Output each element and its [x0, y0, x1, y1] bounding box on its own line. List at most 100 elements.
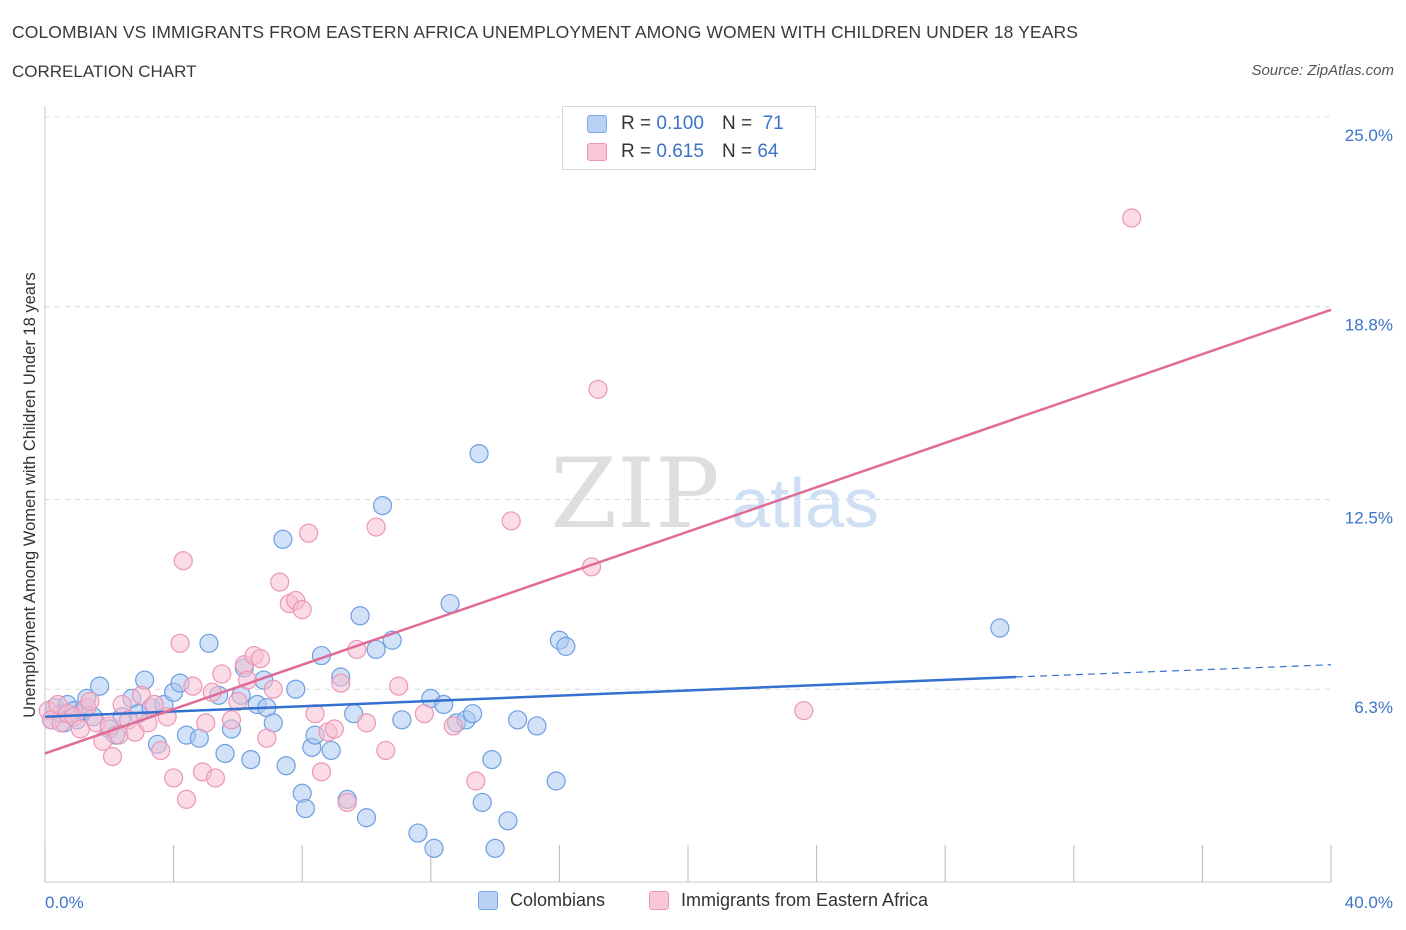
colombians-point [472, 792, 492, 813]
eastern-africa-point [270, 572, 290, 592]
eastern-africa-point [337, 792, 357, 813]
stats-row-eastern-africa: R = 0.615 N = 64 [587, 140, 778, 164]
colombians-point [408, 823, 428, 843]
series-legend: Colombians Immigrants from Eastern Afric… [0, 890, 1406, 914]
colombians-point [556, 636, 576, 656]
chart-title: COLOMBIAN VS IMMIGRANTS FROM EASTERN AFR… [12, 22, 1078, 42]
watermark: ZIP atlas [550, 438, 879, 550]
eastern-africa-point [257, 728, 277, 748]
colombians-point [286, 679, 306, 699]
eastern-africa-point [102, 746, 123, 767]
eastern-africa-point [588, 379, 608, 399]
eastern-africa-point [228, 691, 248, 712]
y-tick-label: 6.3% [1354, 698, 1393, 717]
eastern-africa-point [196, 713, 216, 733]
eastern-africa-point [183, 676, 203, 696]
eastern-africa-point [263, 679, 283, 699]
eastern-africa-point [501, 511, 521, 531]
colombians-swatch [478, 891, 498, 910]
x-tick-labels: 0.0% 40.0% [45, 893, 1393, 912]
eastern-africa-point [356, 713, 377, 733]
colombians-point [295, 798, 316, 819]
eastern-africa-point [376, 740, 396, 761]
colombians-point [990, 618, 1010, 638]
colombians-point [527, 716, 547, 736]
eastern-africa-point [292, 600, 312, 620]
eastern-africa-point [443, 716, 463, 736]
colombians-point [273, 529, 293, 549]
eastern-africa-point [466, 771, 486, 791]
eastern-africa-point [170, 633, 190, 653]
eastern-africa-point [331, 673, 351, 693]
colombians-point [469, 444, 489, 464]
eastern-africa-point [250, 649, 271, 669]
colombians-point [392, 710, 412, 730]
r-label: R = [621, 141, 652, 162]
colombians-point [199, 633, 219, 653]
eastern-africa-point [389, 676, 409, 696]
eastern-africa-swatch [587, 143, 607, 161]
eastern-africa-point [221, 710, 242, 730]
eastern-africa-point [1122, 208, 1142, 228]
colombians-point [485, 838, 505, 858]
colombians-point [372, 496, 393, 516]
colombians-point [215, 743, 235, 764]
n-label: N = [721, 113, 753, 134]
colombians-trend-line [44, 675, 1016, 719]
eastern-africa-point [794, 701, 814, 721]
colombians-trend-extension [1015, 664, 1332, 678]
colombians-point [462, 704, 483, 724]
eastern-africa-point [173, 551, 193, 571]
stats-row-colombians: R = 0.100 N = 71 [587, 112, 784, 136]
colombians-point [366, 639, 386, 660]
r-value: 0.100 [656, 113, 704, 134]
colombians-point [440, 593, 460, 614]
eastern-africa-point [305, 704, 325, 724]
eastern-africa-point [324, 719, 344, 739]
colombians-point [546, 771, 566, 791]
y-tick-label: 25.0% [1345, 126, 1393, 145]
eastern-africa-point [212, 664, 232, 684]
colombians-point [90, 676, 110, 696]
colombians-point [434, 694, 454, 715]
legend-label-colombians: Colombians [510, 890, 606, 910]
trend-lines [44, 308, 1332, 755]
n-value: 71 [762, 113, 784, 134]
eastern-africa-point [299, 523, 319, 543]
legend-item-eastern-africa[interactable]: Immigrants from Eastern Africa [649, 890, 928, 911]
legend-label-eastern-africa: Immigrants from Eastern Africa [681, 890, 929, 910]
x-tick-label: 0.0% [45, 893, 84, 912]
colombians-point [276, 756, 296, 776]
source-label: Source: ZipAtlas.com [1251, 62, 1394, 79]
colombians-point [241, 749, 261, 770]
y-tick-label: 18.8% [1345, 316, 1393, 335]
watermark-zip: ZIP [550, 438, 719, 550]
eastern-africa-point [70, 719, 90, 739]
grid [45, 116, 1331, 690]
y-tick-label: 12.5% [1345, 509, 1393, 528]
legend-item-colombians[interactable]: Colombians [478, 890, 605, 911]
colombians-point [482, 749, 502, 770]
watermark-atlas: atlas [731, 464, 879, 542]
eastern-africa-point [151, 740, 171, 761]
colombians-swatch [587, 115, 607, 133]
colombians-point [424, 838, 444, 858]
chart-subtitle: CORRELATION CHART [12, 62, 197, 81]
n-value: 64 [757, 141, 779, 162]
eastern-africa-point [366, 517, 386, 537]
eastern-africa-point [176, 789, 197, 809]
colombians-point [356, 808, 377, 828]
x-tick-label: 40.0% [1345, 893, 1393, 912]
stats-legend: R = 0.100 N = 71 R = 0.615 N = 64 [562, 106, 816, 170]
eastern-africa-point [311, 762, 332, 782]
colombians-point [498, 811, 518, 831]
y-tick-labels: 6.3% 12.5% 18.8% 25.0% [1345, 126, 1393, 717]
eastern-africa-trend-line [44, 308, 1332, 755]
colombians-point [350, 606, 370, 626]
eastern-africa-point [164, 768, 184, 788]
r-label: R = [621, 113, 652, 134]
colombians-point [508, 710, 528, 730]
eastern-africa-point [80, 691, 100, 712]
colombians-point [321, 740, 341, 761]
